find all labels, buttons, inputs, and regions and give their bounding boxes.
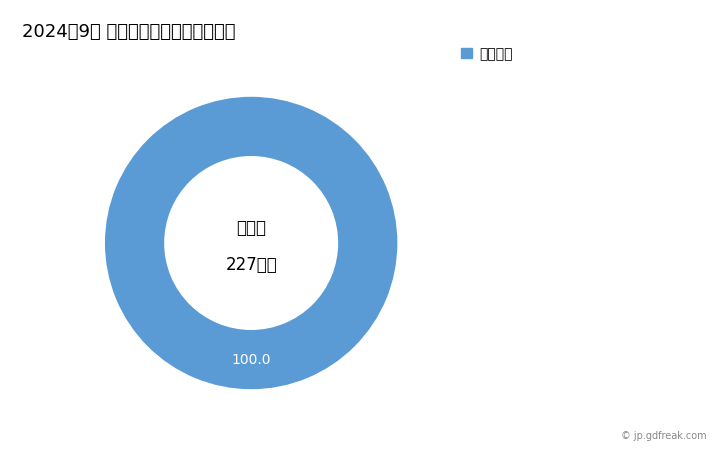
Legend: ベトナム: ベトナム [461, 47, 513, 61]
Text: 2024年9月 輸出相手国のシェア（％）: 2024年9月 輸出相手国のシェア（％） [22, 22, 235, 40]
Wedge shape [103, 95, 399, 391]
Text: © jp.gdfreak.com: © jp.gdfreak.com [620, 431, 706, 441]
Text: 総　額: 総 額 [236, 219, 266, 237]
Text: 100.0: 100.0 [232, 353, 271, 367]
Text: 227万円: 227万円 [225, 256, 277, 274]
